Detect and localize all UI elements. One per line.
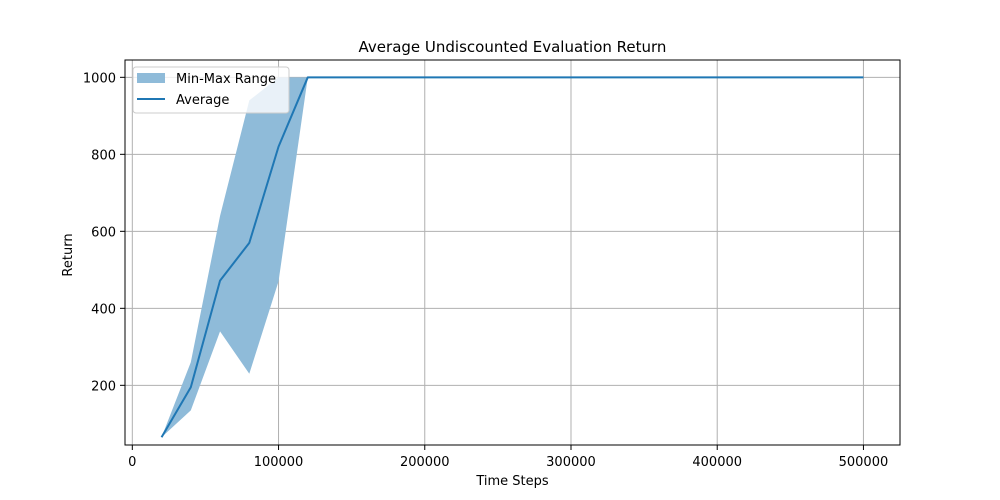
x-tick-label: 0 xyxy=(128,455,136,470)
x-tick-label: 100000 xyxy=(254,455,304,470)
x-tick-label: 400000 xyxy=(692,455,742,470)
legend-box xyxy=(132,66,290,114)
x-tick-label: 300000 xyxy=(546,455,596,470)
y-tick-label: 200 xyxy=(91,379,116,394)
x-tick-label: 200000 xyxy=(400,455,450,470)
y-tick-label: 1000 xyxy=(83,71,116,86)
plot-data xyxy=(160,76,864,438)
y-tick-label: 600 xyxy=(91,225,116,240)
x-axis-label: Time Steps xyxy=(475,474,549,489)
x-tick-label: 500000 xyxy=(839,455,889,470)
axes: 0 100000 200000 300000 400000 500000 200 400 600… xyxy=(83,71,888,470)
average-line xyxy=(160,76,864,438)
legend: Min-Max Range Average xyxy=(132,66,290,114)
plot-frame xyxy=(124,59,901,446)
legend-label-min-max-range: Min-Max Range xyxy=(176,72,276,87)
y-tick-label: 800 xyxy=(91,148,116,163)
y-tick-label: 400 xyxy=(91,302,116,317)
legend-swatch-min-max-range xyxy=(137,73,165,83)
legend-label-average: Average xyxy=(176,93,229,108)
y-axis-label: Return xyxy=(61,233,76,276)
chart-title: Average Undiscounted Evaluation Return xyxy=(359,38,667,56)
